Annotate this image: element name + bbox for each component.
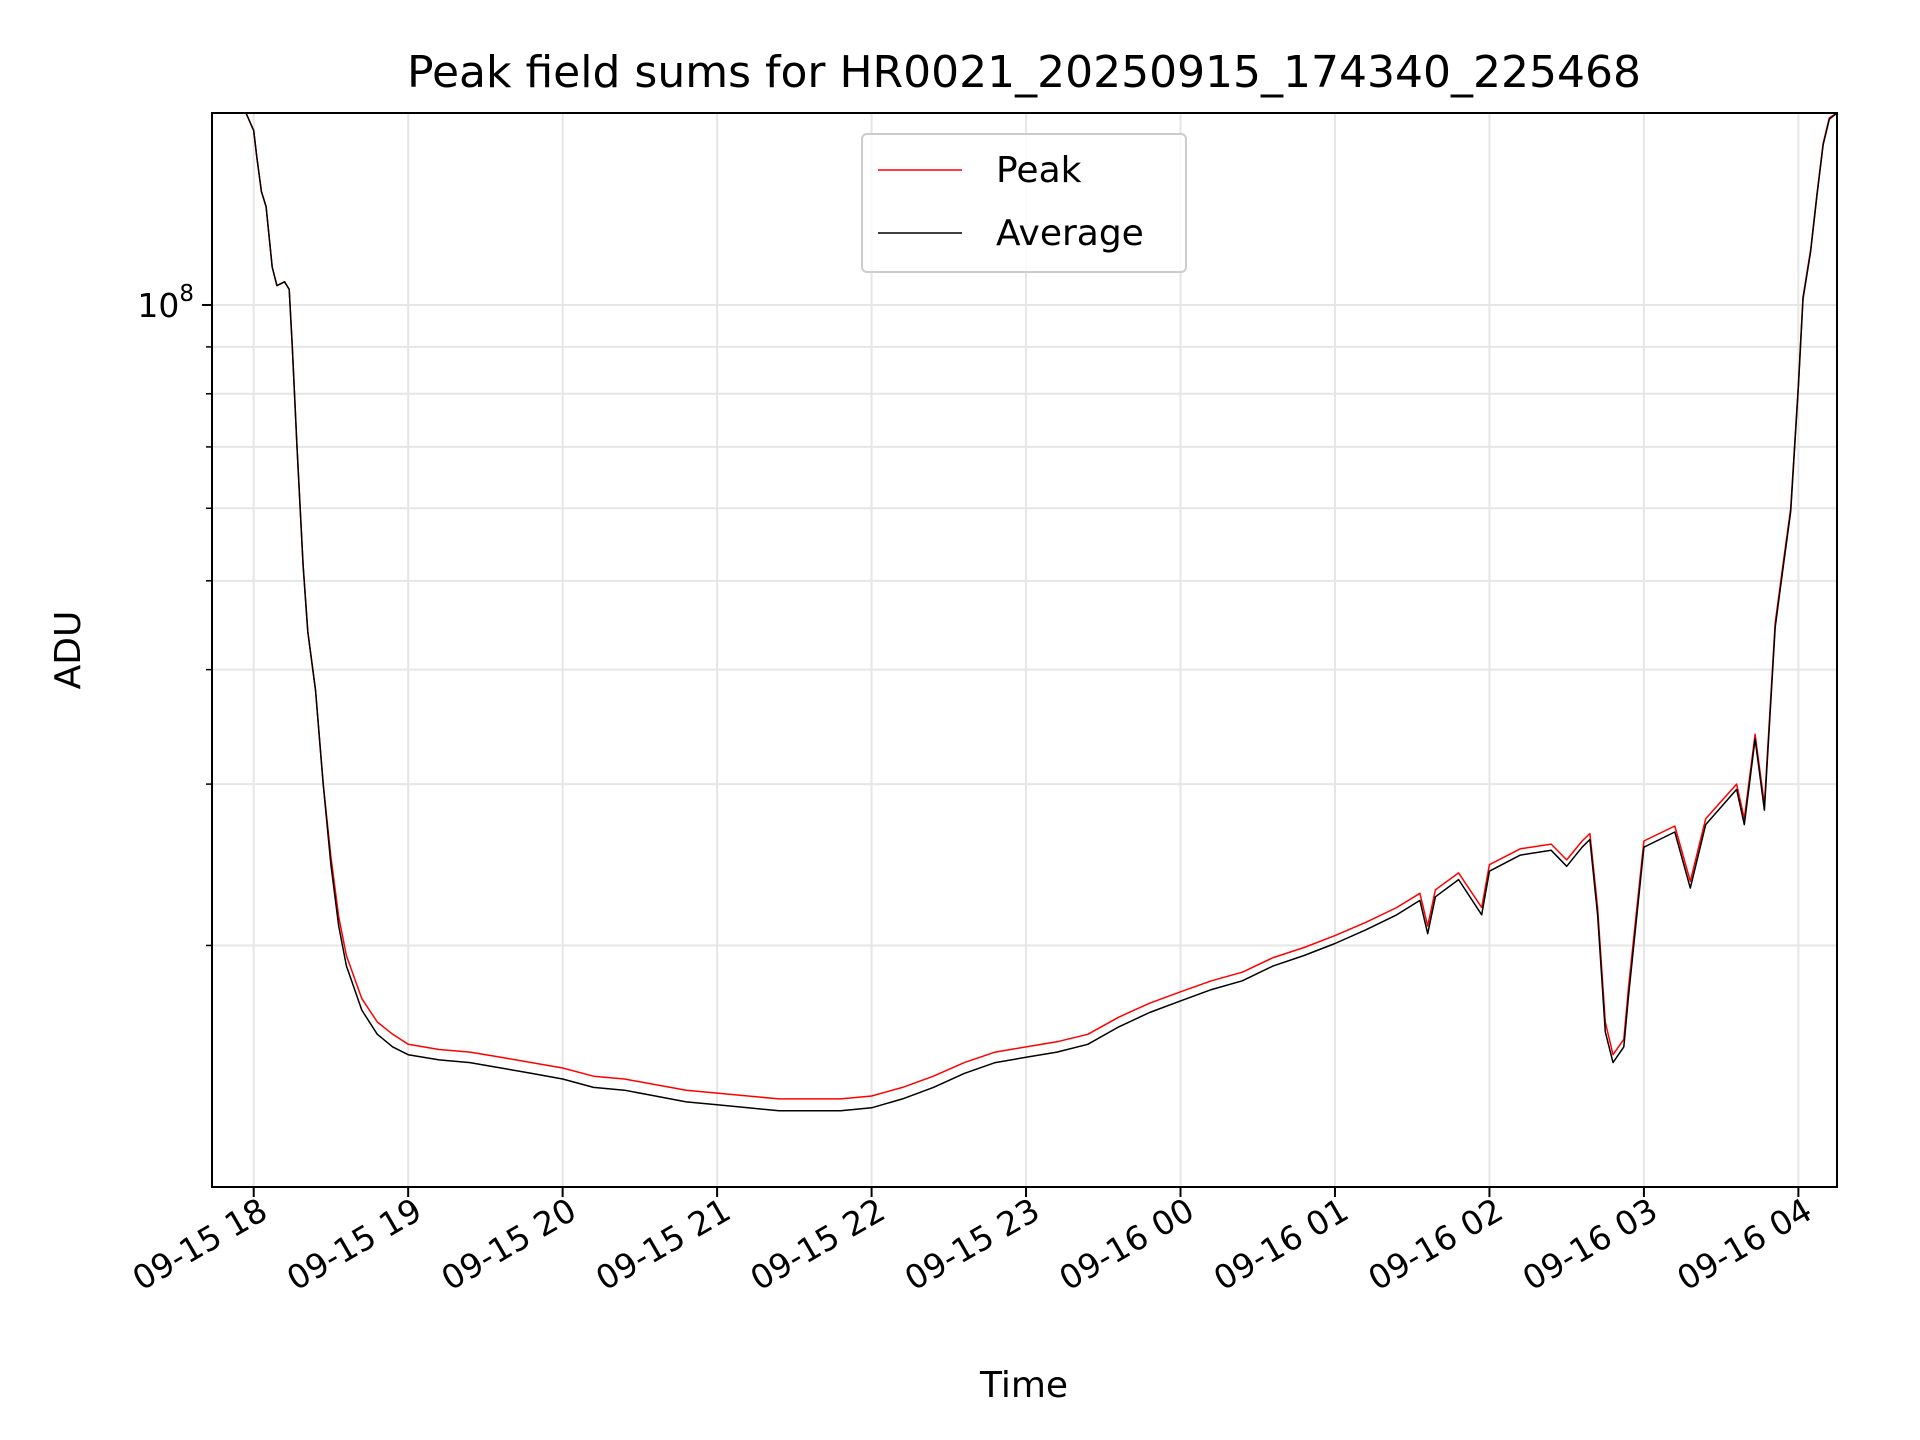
x-axis-label: Time bbox=[979, 1365, 1068, 1406]
plot-frame bbox=[211, 112, 1838, 1188]
legend-label-average: Average bbox=[996, 213, 1144, 254]
y-tick-label: 108 bbox=[137, 281, 194, 325]
grid-lines bbox=[212, 113, 1837, 1187]
y-axis-label: ADU bbox=[48, 611, 89, 690]
series-line-average bbox=[212, 112, 1838, 1112]
legend-label-peak: Peak bbox=[996, 150, 1082, 191]
legend: Peak Average bbox=[861, 133, 1187, 273]
series-lines bbox=[212, 112, 1838, 1112]
chart-title: Peak field sums for HR0021_20250915_1743… bbox=[407, 47, 1641, 98]
legend-box bbox=[861, 133, 1187, 273]
